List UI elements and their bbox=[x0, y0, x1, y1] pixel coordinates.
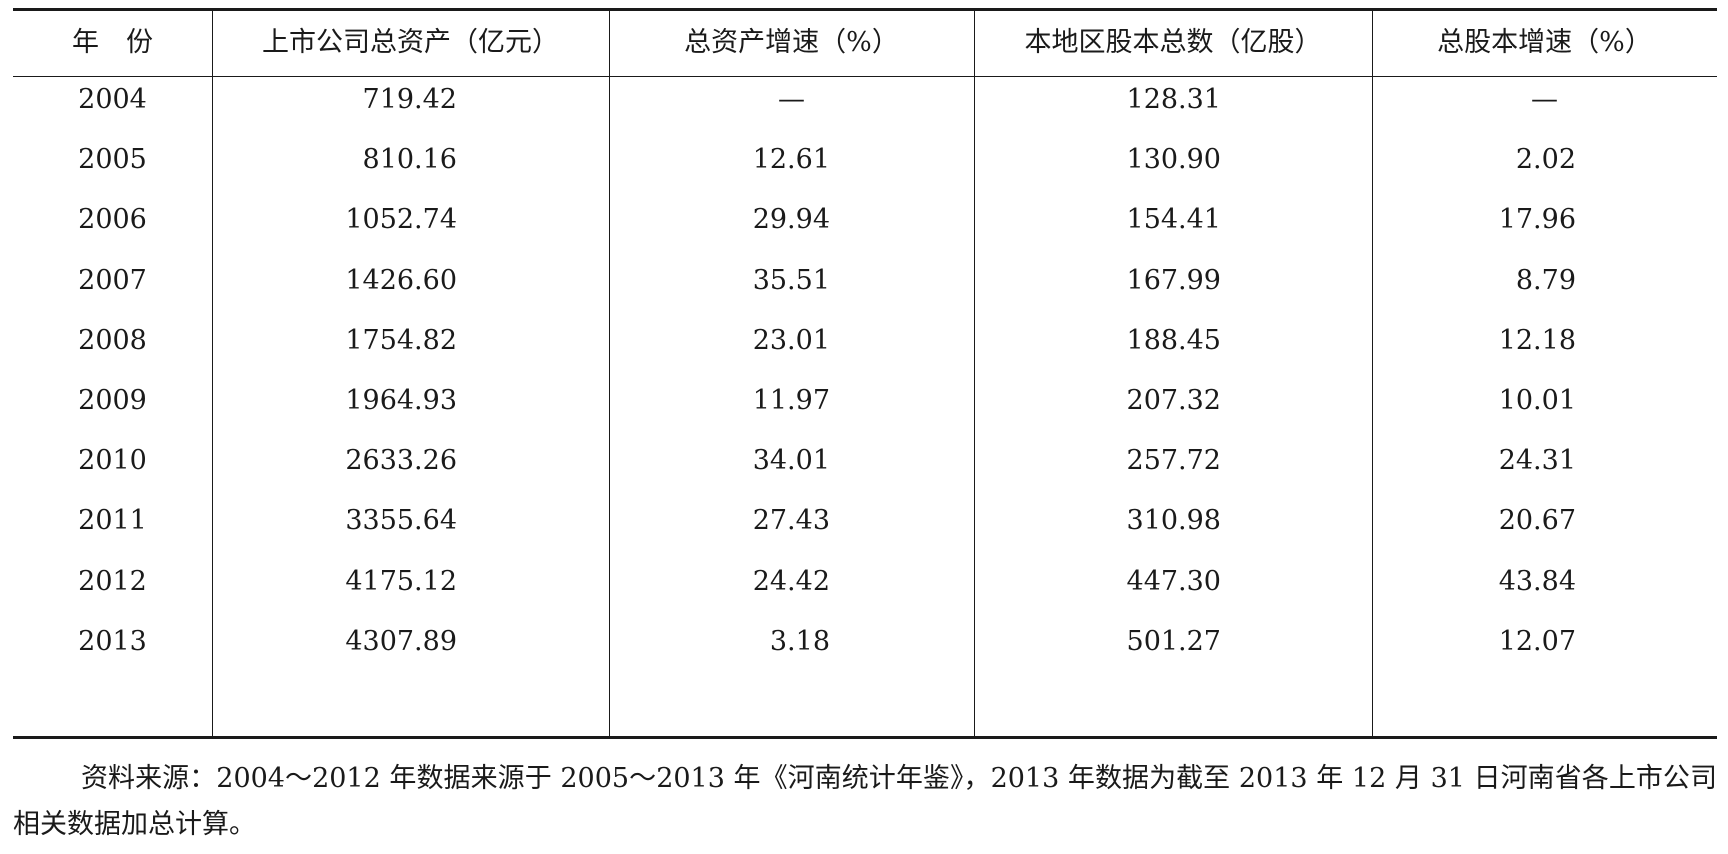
year-cell: 2004 bbox=[78, 84, 147, 115]
value-cell: 4307.89 bbox=[345, 625, 457, 657]
column-header: 本地区股本总数（亿股） bbox=[1024, 27, 1322, 58]
year-cell: 2006 bbox=[78, 204, 147, 236]
value-cell: 1964.93 bbox=[345, 385, 457, 416]
value-cell: 3.18 bbox=[769, 625, 830, 657]
value-cell: 188.45 bbox=[1126, 324, 1221, 356]
value-cell: 43.84 bbox=[1498, 565, 1576, 597]
column-rule bbox=[212, 9, 213, 738]
value-cell: 257.72 bbox=[1126, 445, 1221, 477]
column-rule bbox=[974, 9, 975, 738]
value-cell: 810.16 bbox=[362, 144, 457, 176]
value-cell: — bbox=[778, 84, 805, 115]
value-cell: 20.67 bbox=[1498, 505, 1576, 537]
value-cell: 1052.74 bbox=[345, 204, 457, 236]
value-cell: 24.42 bbox=[752, 565, 830, 597]
value-cell: 10.01 bbox=[1498, 385, 1576, 416]
year-cell: 2008 bbox=[78, 324, 147, 356]
value-cell: 23.01 bbox=[752, 324, 830, 356]
value-cell: 130.90 bbox=[1126, 144, 1221, 176]
header-rule bbox=[13, 76, 1717, 77]
value-cell: — bbox=[1531, 84, 1558, 115]
year-cell: 2013 bbox=[78, 625, 147, 657]
top-rule bbox=[13, 8, 1717, 11]
value-cell: 167.99 bbox=[1126, 264, 1221, 296]
column-rule bbox=[609, 9, 610, 738]
value-cell: 3355.64 bbox=[345, 505, 457, 537]
value-cell: 207.32 bbox=[1126, 385, 1221, 416]
value-cell: 1754.82 bbox=[345, 324, 457, 356]
value-cell: 8.79 bbox=[1515, 264, 1576, 296]
value-cell: 29.94 bbox=[752, 204, 830, 236]
bottom-rule bbox=[13, 736, 1717, 739]
column-header: 总股本增速（%） bbox=[1437, 27, 1652, 58]
value-cell: 447.30 bbox=[1126, 565, 1221, 597]
value-cell: 1426.60 bbox=[345, 264, 457, 296]
value-cell: 17.96 bbox=[1498, 204, 1576, 236]
value-cell: 501.27 bbox=[1126, 625, 1221, 657]
value-cell: 11.97 bbox=[752, 385, 830, 416]
value-cell: 24.31 bbox=[1498, 445, 1576, 477]
value-cell: 719.42 bbox=[362, 84, 457, 115]
value-cell: 27.43 bbox=[752, 505, 830, 537]
source-note: 资料来源：2004～2012 年数据来源于 2005～2013 年《河南统计年鉴… bbox=[13, 763, 1717, 840]
column-rule bbox=[1372, 9, 1373, 738]
year-cell: 2011 bbox=[78, 505, 147, 537]
value-cell: 35.51 bbox=[752, 264, 830, 296]
value-cell: 12.18 bbox=[1498, 324, 1576, 356]
year-cell: 2012 bbox=[78, 565, 147, 597]
value-cell: 34.01 bbox=[752, 445, 830, 477]
year-cell: 2010 bbox=[78, 445, 147, 477]
value-cell: 12.07 bbox=[1498, 625, 1576, 657]
value-cell: 12.61 bbox=[752, 144, 830, 176]
year-cell: 2009 bbox=[78, 385, 147, 416]
value-cell: 310.98 bbox=[1126, 505, 1221, 537]
column-header: 上市公司总资产（亿元） bbox=[262, 27, 559, 58]
value-cell: 128.31 bbox=[1126, 84, 1221, 115]
value-cell: 154.41 bbox=[1126, 204, 1221, 236]
year-cell: 2005 bbox=[78, 144, 147, 176]
column-header: 年 份 bbox=[72, 27, 153, 58]
column-header: 总资产增速（%） bbox=[684, 27, 899, 58]
value-cell: 4175.12 bbox=[345, 565, 457, 597]
value-cell: 2.02 bbox=[1515, 144, 1576, 176]
value-cell: 2633.26 bbox=[345, 445, 457, 477]
year-cell: 2007 bbox=[78, 264, 147, 296]
